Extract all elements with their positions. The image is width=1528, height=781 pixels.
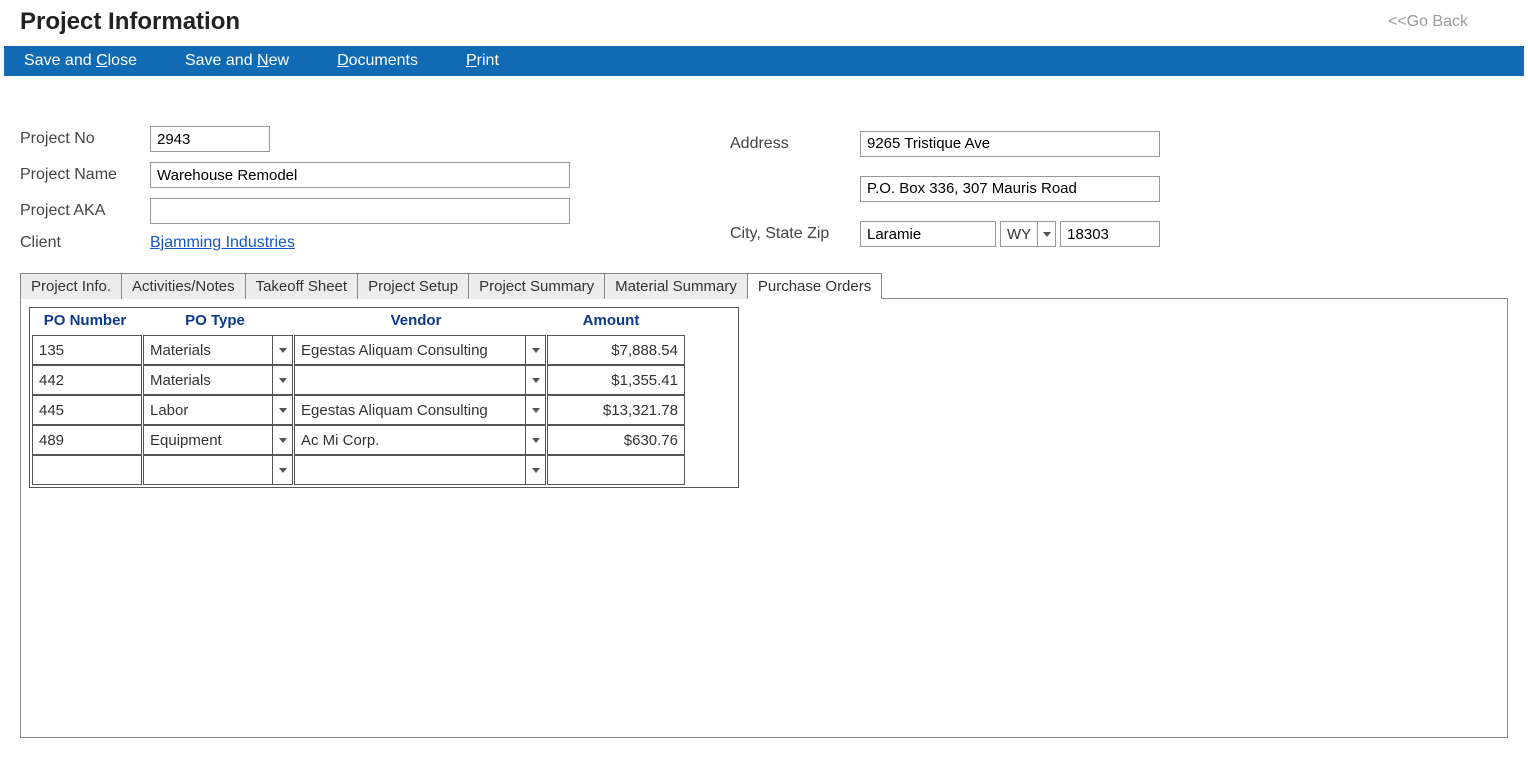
po-type-select[interactable] xyxy=(143,455,293,485)
chevron-down-icon[interactable] xyxy=(525,456,545,484)
label-project-aka: Project AKA xyxy=(20,202,150,220)
po-table: PO Number PO Type Vendor Amount 135Mater… xyxy=(29,307,739,488)
chevron-down-icon[interactable] xyxy=(525,426,545,454)
project-name-input[interactable] xyxy=(150,162,570,188)
state-dropdown-button[interactable] xyxy=(1037,222,1055,246)
vendor-select[interactable] xyxy=(294,455,546,485)
tabs: Project Info.Activities/NotesTakeoff She… xyxy=(20,272,1508,298)
po-type-select[interactable]: Labor xyxy=(143,395,293,425)
label-project-name: Project Name xyxy=(20,166,150,184)
po-number-cell[interactable]: 442 xyxy=(32,365,142,395)
documents-button[interactable]: Documents xyxy=(337,46,442,76)
table-row xyxy=(32,455,736,485)
table-row: 445LaborEgestas Aliquam Consulting$13,32… xyxy=(32,395,736,425)
amount-cell[interactable] xyxy=(547,455,685,485)
vendor-select[interactable]: Egestas Aliquam Consulting xyxy=(294,335,546,365)
po-number-cell[interactable] xyxy=(32,455,142,485)
po-number-cell[interactable]: 135 xyxy=(32,335,142,365)
page-title: Project Information xyxy=(20,8,240,36)
tab-panel-purchase-orders: PO Number PO Type Vendor Amount 135Mater… xyxy=(20,298,1508,738)
col-header-amount: Amount xyxy=(542,312,680,329)
tab-takeoff-sheet[interactable]: Takeoff Sheet xyxy=(245,273,358,299)
label-client: Client xyxy=(20,234,150,252)
client-link[interactable]: Bjamming Industries xyxy=(150,234,570,252)
po-type-select[interactable]: Equipment xyxy=(143,425,293,455)
chevron-down-icon[interactable] xyxy=(272,336,292,364)
save-and-new-button[interactable]: Save and New xyxy=(185,46,313,76)
tab-activities-notes[interactable]: Activities/Notes xyxy=(121,273,246,299)
project-form: Project No Project Name Project AKA Clie… xyxy=(0,76,1528,272)
col-header-po-type: PO Type xyxy=(140,312,290,329)
vendor-select[interactable] xyxy=(294,365,546,395)
chevron-down-icon[interactable] xyxy=(272,456,292,484)
city-input[interactable] xyxy=(860,221,996,247)
save-and-close-button[interactable]: Save and Close xyxy=(24,46,161,76)
chevron-down-icon[interactable] xyxy=(272,366,292,394)
chevron-down-icon[interactable] xyxy=(525,396,545,424)
project-no-input[interactable] xyxy=(150,126,270,152)
chevron-down-icon[interactable] xyxy=(272,396,292,424)
po-number-cell[interactable]: 489 xyxy=(32,425,142,455)
vendor-select[interactable]: Egestas Aliquam Consulting xyxy=(294,395,546,425)
po-type-select[interactable]: Materials xyxy=(143,335,293,365)
address-line2-input[interactable] xyxy=(860,176,1160,202)
table-row: 135MaterialsEgestas Aliquam Consulting$7… xyxy=(32,335,736,365)
amount-cell[interactable]: $7,888.54 xyxy=(547,335,685,365)
chevron-down-icon[interactable] xyxy=(525,336,545,364)
print-button[interactable]: Print xyxy=(466,46,523,76)
table-row: 489EquipmentAc Mi Corp.$630.76 xyxy=(32,425,736,455)
state-value: WY xyxy=(1001,226,1037,243)
po-table-header: PO Number PO Type Vendor Amount xyxy=(30,308,738,333)
po-type-select[interactable]: Materials xyxy=(143,365,293,395)
vendor-select[interactable]: Ac Mi Corp. xyxy=(294,425,546,455)
label-address: Address xyxy=(730,135,860,153)
col-header-po-number: PO Number xyxy=(30,312,140,329)
go-back-link[interactable]: <<Go Back xyxy=(1388,13,1468,31)
chevron-down-icon[interactable] xyxy=(272,426,292,454)
toolbar: Save and Close Save and New Documents Pr… xyxy=(4,46,1524,76)
chevron-down-icon[interactable] xyxy=(525,366,545,394)
label-project-no: Project No xyxy=(20,130,150,148)
chevron-down-icon xyxy=(1043,232,1051,237)
project-aka-input[interactable] xyxy=(150,198,570,224)
address-line1-input[interactable] xyxy=(860,131,1160,157)
amount-cell[interactable]: $630.76 xyxy=(547,425,685,455)
state-select[interactable]: WY xyxy=(1000,221,1056,247)
zip-input[interactable] xyxy=(1060,221,1160,247)
tab-purchase-orders[interactable]: Purchase Orders xyxy=(747,273,882,299)
tab-project-info[interactable]: Project Info. xyxy=(20,273,122,299)
tab-project-summary[interactable]: Project Summary xyxy=(468,273,605,299)
table-row: 442Materials $1,355.41 xyxy=(32,365,736,395)
label-city-state-zip: City, State Zip xyxy=(730,225,860,243)
tab-material-summary[interactable]: Material Summary xyxy=(604,273,748,299)
amount-cell[interactable]: $13,321.78 xyxy=(547,395,685,425)
po-number-cell[interactable]: 445 xyxy=(32,395,142,425)
amount-cell[interactable]: $1,355.41 xyxy=(547,365,685,395)
tab-project-setup[interactable]: Project Setup xyxy=(357,273,469,299)
col-header-vendor: Vendor xyxy=(290,312,542,329)
